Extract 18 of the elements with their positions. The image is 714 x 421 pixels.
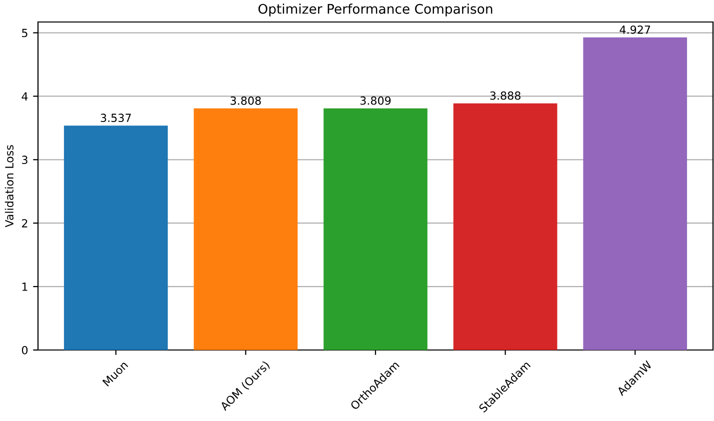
data-label: 4.927 [620, 25, 650, 34]
y-tick-label: 3 [22, 156, 28, 164]
data-label: 3.808 [230, 96, 261, 105]
data-label: 3.537 [100, 114, 131, 122]
y-tick-label: 1 [22, 282, 28, 291]
chart-title: Optimizer Performance Comparison [258, 4, 492, 16]
y-tick-label: 2 [22, 219, 28, 228]
bar [583, 37, 688, 350]
bar [64, 126, 168, 350]
bar [194, 108, 298, 350]
bar [453, 103, 558, 350]
data-label: 3.809 [360, 96, 391, 105]
y-axis-title: Validation Loss [4, 145, 14, 228]
data-label: 3.888 [490, 91, 520, 100]
y-tick-label: 0 [22, 346, 28, 354]
y-tick-label: 4 [22, 92, 28, 100]
y-tick-label: 5 [22, 28, 28, 38]
bar [324, 108, 428, 350]
